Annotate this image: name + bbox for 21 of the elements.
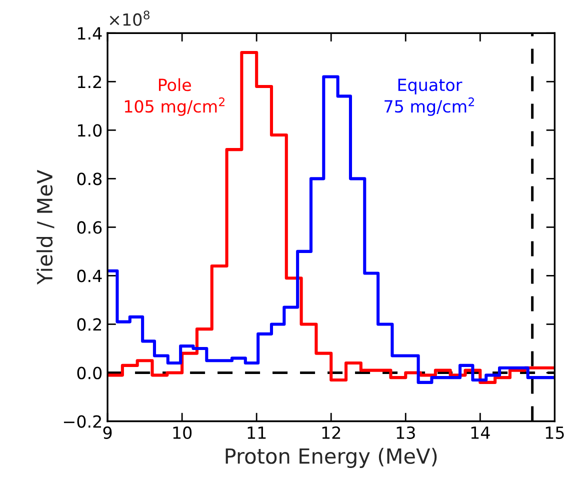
x-tick-label: 10 <box>173 426 192 440</box>
text: Equator 75 mg/cm$^{2}$ <box>384 78 474 116</box>
x-tick-label: 14 <box>471 426 490 439</box>
y-tick-label: 0.8 <box>77 172 102 186</box>
y-tick-label: 0.2 <box>77 318 102 331</box>
x-tick-label: 12 <box>322 426 340 439</box>
text: ×10$^{8}$ <box>110 10 150 26</box>
y-axis-title: Yield / MeV <box>36 170 54 285</box>
y-tick-label: −0.2 <box>64 415 102 428</box>
y-tick-label: 1.4 <box>78 27 102 40</box>
y-tick-label: 1.0 <box>78 124 102 137</box>
x-tick-label: 11 <box>248 426 266 439</box>
x-axis-title: Proton Energy (MeV) <box>226 448 437 468</box>
x-tick-label: 13 <box>396 426 415 440</box>
y-tick-label: 0.0 <box>77 366 102 380</box>
series-label: Pole 105 mg/cm$^{2}$ <box>124 78 224 116</box>
y-tick-label: 1.2 <box>78 76 102 88</box>
x-tick-label: 15 <box>546 426 564 440</box>
y-tick-label: 0.6 <box>77 221 102 234</box>
x-tick-label: 9 <box>103 426 112 440</box>
y-tick-label: 0.4 <box>77 270 102 282</box>
